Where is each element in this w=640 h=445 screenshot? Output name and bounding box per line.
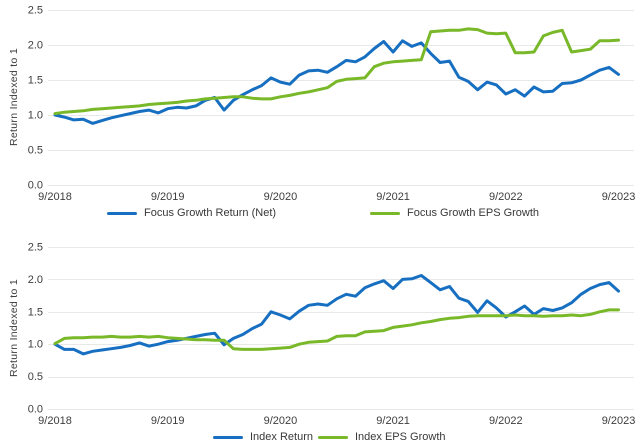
x-tick-label: 9/2022 [489,191,523,203]
line-swatch-blue-icon [107,211,137,215]
x-tick-label: 9/2023 [602,191,636,203]
x-tick-label: 9/2020 [264,191,298,203]
focus-growth-chart: 0.0 0.5 1.0 1.5 2.0 2.5 9/2018 9/2019 9/2020 9/20… [28,5,636,204]
index-chart: 0.0 0.5 1.0 1.5 2.0 2.5 9/2018 9/2019 9/2020 9/20… [28,242,636,428]
index-chart-legend: Index Return Index EPS Growth [0,429,640,445]
y-tick-label: 0.0 [28,404,43,416]
x-tick-label: 9/2022 [489,415,523,427]
legend-item-focus-growth-return[interactable]: Focus Growth Return (Net) [107,205,276,221]
legend-label-focus-growth-eps: Focus Growth EPS Growth [407,207,540,219]
line-swatch-green-icon [370,211,400,215]
y-tick-label: 0.0 [28,180,43,192]
x-tick-label: 9/2018 [38,191,72,203]
line-swatch-blue-icon [213,435,243,439]
y-tick-label: 1.5 [28,306,43,318]
y-tick-label: 0.5 [28,371,43,383]
y-tick-label: 0.5 [28,145,43,157]
y-tick-label: 1.0 [28,110,43,122]
x-tick-label: 9/2021 [376,415,410,427]
x-tick-label: 9/2021 [376,191,410,203]
y-tick-label: 2.5 [28,5,43,17]
x-tick-label: 9/2020 [264,415,298,427]
line-swatch-green-icon [318,435,348,439]
y-tick-label: 1.5 [28,75,43,87]
series-line-focus-growth-return-net- [53,39,620,125]
series-line-index-eps-growth [53,308,620,351]
y-tick-label: 2.5 [28,242,43,254]
series-line-index-return [53,274,620,356]
y-tick-label: 2.0 [28,274,43,286]
x-tick-label: 9/2023 [602,415,636,427]
series-line-focus-growth-eps-growth [53,27,620,116]
y-tick-label: 2.0 [28,40,43,52]
legend-label-index-return: Index Return [250,431,313,443]
legend-label-index-eps: Index EPS Growth [355,431,446,443]
y-tick-label: 1.0 [28,339,43,351]
legend-item-focus-growth-eps[interactable]: Focus Growth EPS Growth [370,205,539,221]
x-tick-label: 9/2018 [38,415,72,427]
x-tick-label: 9/2019 [151,415,185,427]
legend-item-index-return[interactable]: Index Return [213,429,313,445]
x-tick-label: 9/2019 [151,191,185,203]
focus-chart-legend: Focus Growth Return (Net) Focus Growth E… [0,205,640,221]
legend-item-index-eps[interactable]: Index EPS Growth [318,429,446,445]
legend-label-focus-growth-return: Focus Growth Return (Net) [144,207,277,219]
